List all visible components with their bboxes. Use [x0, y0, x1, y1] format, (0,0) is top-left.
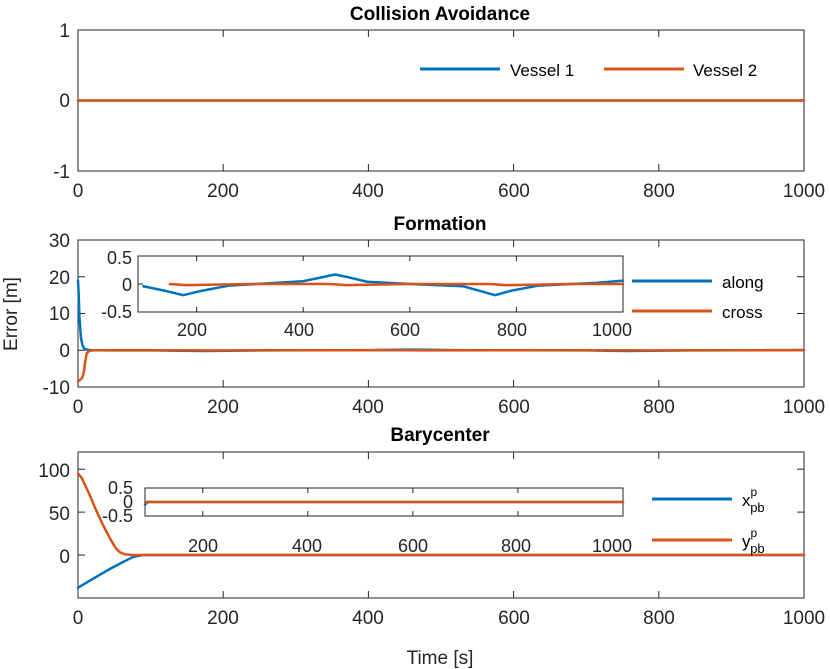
tick-marks [77, 29, 805, 172]
inset-x-tick-labels: 200 400 600 800 1000 [177, 320, 632, 340]
x-tick-labels: 0 200 400 600 800 1000 [73, 397, 825, 418]
y-tick-label: 1 [59, 21, 70, 42]
legend-label-cross: cross [722, 303, 763, 322]
legend-label-yppb: yp pb [742, 526, 765, 556]
inset-x-tick-label: 800 [497, 320, 527, 340]
legend-symbol: x [742, 491, 751, 510]
y-tick-label: 100 [38, 461, 70, 482]
x-tick-label: 400 [352, 608, 384, 629]
tick-marks [77, 452, 805, 598]
subplot-barycenter: Barycenter 0 200 400 600 800 1000 0 50 1… [38, 425, 825, 669]
x-tick-labels: 0 200 400 600 800 1000 [73, 608, 825, 629]
y-tick-labels: -10 0 10 20 30 [43, 231, 70, 399]
inset-x-tick-label: 800 [501, 536, 531, 556]
x-tick-label: 400 [352, 181, 384, 202]
y-axis-label: Error [m] [1, 277, 22, 351]
series-line-y [76, 472, 806, 557]
x-tick-label: 800 [643, 181, 675, 202]
inset-y-tick-label: -0.5 [101, 302, 132, 322]
y-tick-label: 0 [59, 341, 70, 362]
x-tick-label: 800 [643, 397, 675, 418]
y-tick-label: 10 [49, 304, 70, 325]
x-tick-label: 0 [73, 608, 84, 629]
legend: xp pb yp pb [652, 485, 765, 556]
x-tick-label: 400 [352, 397, 384, 418]
legend-label-along: along [722, 273, 764, 292]
chart-title: Barycenter [390, 425, 490, 446]
y-tick-labels: -1 0 1 [53, 21, 70, 183]
inset-x-tick-labels: 200 400 600 800 1000 [188, 536, 632, 556]
series-lines [76, 279, 806, 383]
legend-subscript: pb [750, 500, 764, 515]
legend-symbol: y [742, 532, 751, 551]
inset-y-tick-labels: -0.5 0 0.5 [102, 478, 133, 526]
chart-title: Formation [394, 214, 487, 235]
subplot-collision-avoidance: Collision Avoidance 0 200 400 600 800 10… [53, 4, 825, 202]
legend: along cross [632, 273, 764, 322]
inset-x-tick-label: 200 [177, 320, 207, 340]
inset-y-tick-labels: -0.5 0 0.5 [101, 248, 132, 322]
inset-series-lines [142, 273, 625, 297]
series-lines [76, 472, 806, 589]
legend-superscript: p [751, 485, 758, 499]
series-line-cross [168, 282, 625, 287]
legend-superscript: p [751, 526, 758, 540]
subplot-formation: Formation 0 200 400 600 800 1000 -10 0 1… [1, 214, 825, 418]
x-tick-label: 1000 [783, 397, 825, 418]
x-tick-label: 200 [207, 608, 239, 629]
legend-label-xppb: xp pb [742, 485, 765, 515]
inset-series-lines [143, 500, 625, 507]
y-tick-label: 0 [59, 547, 70, 568]
x-tick-label: 0 [73, 181, 84, 202]
x-tick-label: 200 [207, 181, 239, 202]
inset-barycenter: 200 400 600 800 1000 -0.5 0 0.5 [102, 478, 632, 556]
inset-y-tick-label: 0.5 [108, 478, 133, 498]
y-tick-label: 0 [59, 91, 70, 112]
x-tick-label: 200 [207, 397, 239, 418]
x-tick-label: 600 [498, 608, 530, 629]
legend-label-vessel-1: Vessel 1 [510, 61, 574, 80]
x-tick-label: 600 [498, 397, 530, 418]
inset-x-tick-label: 400 [284, 320, 314, 340]
x-tick-labels: 0 200 400 600 800 1000 [73, 181, 825, 202]
legend-label-vessel-2: Vessel 2 [693, 61, 757, 80]
plot-area [77, 451, 805, 599]
chart-title: Collision Avoidance [350, 4, 530, 25]
inset-x-tick-label: 400 [292, 536, 322, 556]
y-tick-label: 30 [49, 231, 70, 252]
y-tick-label: 20 [49, 268, 70, 289]
inset-x-tick-label: 600 [390, 320, 420, 340]
x-tick-label: 1000 [783, 608, 825, 629]
inset-formation: 200 400 600 800 1000 -0.5 0 0.5 [101, 248, 632, 340]
inset-y-tick-label: -0.5 [102, 506, 133, 526]
inset-x-tick-label: 1000 [592, 320, 632, 340]
y-tick-label: 50 [49, 504, 70, 525]
y-tick-label: -1 [53, 162, 70, 183]
series-line-cross [76, 349, 806, 383]
tick-marks [77, 239, 805, 388]
x-tick-label: 0 [73, 397, 84, 418]
x-tick-label: 800 [643, 608, 675, 629]
inset-tick-marks [138, 255, 624, 313]
inset-x-tick-label: 200 [188, 536, 218, 556]
y-tick-label: -10 [43, 378, 70, 399]
x-tick-label: 1000 [783, 181, 825, 202]
inset-y-tick-label: 0.5 [107, 248, 132, 268]
x-axis-label: Time [s] [407, 648, 474, 669]
series-line-along [142, 273, 625, 297]
legend-subscript: pb [750, 541, 764, 556]
inset-y-tick-label: 0 [123, 492, 133, 512]
x-tick-label: 600 [498, 181, 530, 202]
y-tick-labels: 0 50 100 [38, 461, 70, 568]
inset-x-tick-label: 600 [398, 536, 428, 556]
inset-x-tick-label: 1000 [592, 536, 632, 556]
legend: Vessel 1 Vessel 2 [420, 61, 757, 80]
inset-y-tick-label: 0 [122, 275, 132, 295]
